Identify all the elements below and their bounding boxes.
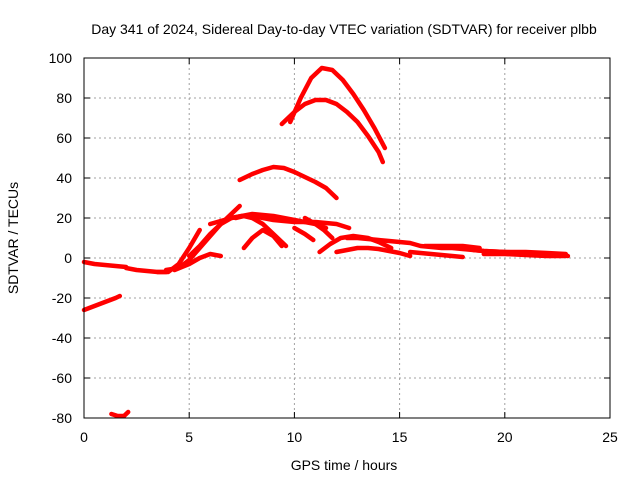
series-arc-1 [81, 259, 129, 270]
chart-title: Day 341 of 2024, Sidereal Day-to-day VTE… [91, 21, 597, 37]
y-tick-label: 0 [64, 250, 72, 266]
series-arc-15 [279, 97, 386, 165]
x-tick-label: 20 [497, 429, 513, 445]
x-tick-label: 5 [185, 429, 193, 445]
series-arc-3 [109, 409, 131, 419]
x-axis-label: GPS time / hours [291, 457, 398, 473]
x-tick-label: 25 [602, 429, 618, 445]
y-tick-labels: -80 -60 -40 -20 0 20 40 60 80 100 [49, 50, 73, 426]
series-arc-21 [422, 243, 482, 251]
series-arc-11 [233, 213, 289, 249]
x-tick-label: 0 [80, 429, 88, 445]
y-axis-label: SDTVAR / TECUs [5, 182, 21, 294]
x-tick-labels: 0 5 10 15 20 25 [80, 429, 618, 445]
series-arc-7 [172, 251, 224, 273]
data-series [81, 65, 571, 419]
series-arc-12 [292, 225, 316, 243]
series-arc-6 [163, 203, 242, 273]
series-arc-5 [155, 227, 202, 275]
axis-ticks [83, 57, 611, 419]
y-tick-label: -40 [52, 330, 72, 346]
x-tick-label: 15 [392, 429, 408, 445]
plot-frame [83, 57, 611, 419]
series-arc-13 [302, 215, 335, 241]
y-tick-label: -60 [52, 370, 72, 386]
series-arc-16 [287, 65, 388, 151]
y-tick-label: 80 [56, 90, 72, 106]
y-tick-label: 20 [56, 210, 72, 226]
y-tick-label: 100 [49, 50, 73, 66]
y-tick-label: 60 [56, 130, 72, 146]
y-tick-label: -20 [52, 290, 72, 306]
series-arc-20 [407, 249, 465, 260]
series-arc-14 [237, 164, 339, 201]
y-tick-label: 40 [56, 170, 72, 186]
series-arc-2 [81, 293, 123, 313]
series-arc-23 [481, 251, 566, 259]
x-tick-label: 10 [287, 429, 303, 445]
y-tick-label: -80 [52, 410, 72, 426]
series-arc-19 [334, 245, 413, 259]
